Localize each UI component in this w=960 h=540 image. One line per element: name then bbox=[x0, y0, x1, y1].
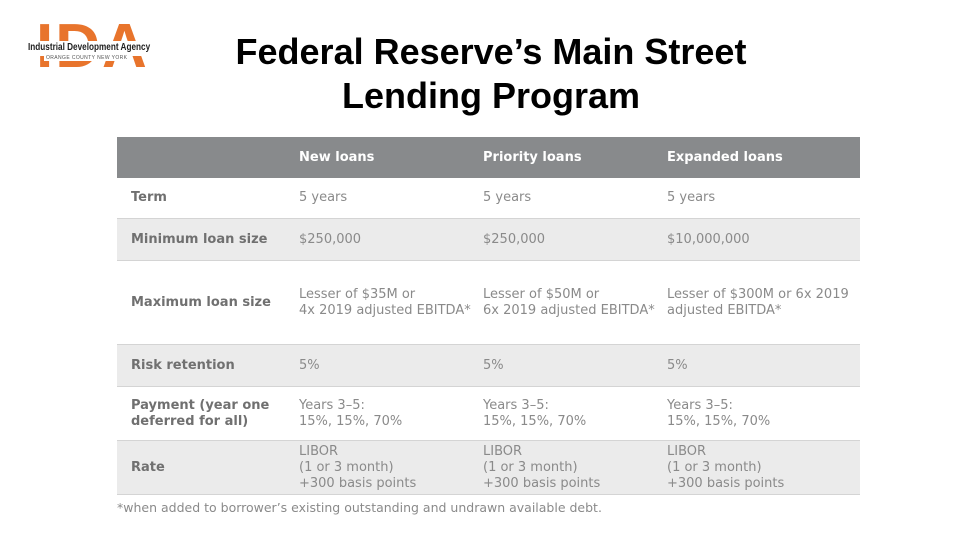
cell-line: 6x 2019 adjusted EBITDA* bbox=[483, 302, 655, 318]
cell-expanded-loans: 5% bbox=[667, 357, 688, 373]
cell-expanded-loans: LIBOR (1 or 3 month) +300 basis points bbox=[667, 444, 860, 492]
logo-band bbox=[26, 41, 158, 56]
row-label: Minimum loan size bbox=[131, 231, 268, 247]
table-row-minimum-loan-size: Minimum loan size $250,000 $250,000 $10,… bbox=[117, 219, 860, 261]
header-cell-new-loans: New loans bbox=[299, 149, 375, 165]
row-label: Maximum loan size bbox=[131, 294, 271, 310]
cell-line: 15%, 15%, 70% bbox=[299, 413, 403, 429]
cell-expanded-loans: $10,000,000 bbox=[667, 231, 750, 247]
cell-priority-loans: $250,000 bbox=[483, 231, 546, 247]
row-label: Risk retention bbox=[131, 357, 235, 373]
row-label: Rate bbox=[131, 459, 165, 475]
cell-line: Lesser of $35M or bbox=[299, 286, 416, 302]
footnote: *when added to borrower’s existing outst… bbox=[117, 500, 602, 515]
ida-logo: IDA Industrial Development Agency ORANGE… bbox=[26, 16, 158, 80]
cell-line: +300 basis points bbox=[483, 475, 601, 491]
page-title: Federal Reserve’s Main Street Lending Pr… bbox=[180, 30, 802, 118]
cell-new-loans: $250,000 bbox=[299, 231, 362, 247]
row-label: Payment (year one deferred for all) bbox=[117, 398, 299, 430]
cell-new-loans: 5% bbox=[299, 357, 320, 373]
cell-line: LIBOR bbox=[299, 443, 339, 459]
cell-priority-loans: Lesser of $50M or 6x 2019 adjusted EBITD… bbox=[483, 287, 667, 319]
header-cell-priority-loans: Priority loans bbox=[483, 149, 582, 165]
cell-priority-loans: 5% bbox=[483, 357, 504, 373]
cell-expanded-loans: Years 3–5: 15%, 15%, 70% bbox=[667, 398, 860, 430]
cell-new-loans: Years 3–5: 15%, 15%, 70% bbox=[299, 398, 483, 430]
table-header-row: New loans Priority loans Expanded loans bbox=[117, 137, 860, 178]
cell-priority-loans: Years 3–5: 15%, 15%, 70% bbox=[483, 398, 667, 430]
cell-line: Lesser of $300M or 6x 2019 bbox=[667, 286, 849, 302]
cell-line: 4x 2019 adjusted EBITDA* bbox=[299, 302, 471, 318]
title-line-1: Federal Reserve’s Main Street bbox=[235, 31, 747, 72]
cell-line: Years 3–5: bbox=[299, 397, 365, 413]
loan-program-table: New loans Priority loans Expanded loans … bbox=[117, 137, 860, 495]
row-label: Term bbox=[131, 190, 167, 205]
table-row-maximum-loan-size: Maximum loan size Lesser of $35M or 4x 2… bbox=[117, 261, 860, 345]
header-cell-expanded-loans: Expanded loans bbox=[667, 149, 783, 165]
label-line: Payment (year one bbox=[131, 397, 270, 413]
table-row-risk-retention: Risk retention 5% 5% 5% bbox=[117, 345, 860, 387]
logo-name: Industrial Development Agency bbox=[28, 41, 151, 53]
cell-line: 15%, 15%, 70% bbox=[667, 413, 771, 429]
title-line-2: Lending Program bbox=[341, 75, 641, 116]
cell-line: (1 or 3 month) bbox=[483, 459, 578, 475]
cell-line: (1 or 3 month) bbox=[299, 459, 394, 475]
cell-expanded-loans: Lesser of $300M or 6x 2019 adjusted EBIT… bbox=[667, 287, 860, 319]
cell-line: LIBOR bbox=[667, 443, 707, 459]
cell-line: +300 basis points bbox=[299, 475, 417, 491]
cell-line: +300 basis points bbox=[667, 475, 785, 491]
cell-new-loans: LIBOR (1 or 3 month) +300 basis points bbox=[299, 444, 483, 492]
cell-new-loans: 5 years bbox=[299, 190, 348, 205]
label-line: deferred for all) bbox=[131, 413, 249, 429]
cell-line: Years 3–5: bbox=[483, 397, 549, 413]
cell-line: (1 or 3 month) bbox=[667, 459, 762, 475]
cell-line: LIBOR bbox=[483, 443, 523, 459]
table-row-term: Term 5 years 5 years 5 years bbox=[117, 178, 860, 219]
cell-line: Lesser of $50M or bbox=[483, 286, 600, 302]
cell-new-loans: Lesser of $35M or 4x 2019 adjusted EBITD… bbox=[299, 287, 483, 319]
cell-expanded-loans: 5 years bbox=[667, 190, 716, 205]
logo-subtitle: ORANGE COUNTY NEW YORK bbox=[44, 55, 130, 61]
cell-priority-loans: LIBOR (1 or 3 month) +300 basis points bbox=[483, 444, 667, 492]
table-row-rate: Rate LIBOR (1 or 3 month) +300 basis poi… bbox=[117, 441, 860, 495]
cell-line: 15%, 15%, 70% bbox=[483, 413, 587, 429]
cell-priority-loans: 5 years bbox=[483, 190, 532, 205]
cell-line: Years 3–5: bbox=[667, 397, 733, 413]
table-row-payment: Payment (year one deferred for all) Year… bbox=[117, 387, 860, 441]
cell-line: adjusted EBITDA* bbox=[667, 302, 782, 318]
